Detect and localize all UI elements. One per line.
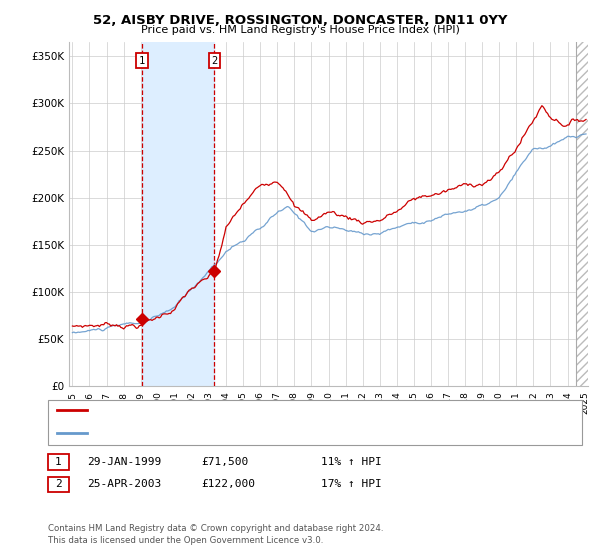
Bar <box>576 42 593 386</box>
Text: 52, AISBY DRIVE, ROSSINGTON, DONCASTER, DN11 0YY: 52, AISBY DRIVE, ROSSINGTON, DONCASTER, … <box>93 14 507 27</box>
Text: £71,500: £71,500 <box>201 457 248 467</box>
Text: 29-JAN-1999: 29-JAN-1999 <box>87 457 161 467</box>
Text: 1: 1 <box>55 457 62 467</box>
Text: 11% ↑ HPI: 11% ↑ HPI <box>321 457 382 467</box>
Text: 17% ↑ HPI: 17% ↑ HPI <box>321 479 382 489</box>
Text: 25-APR-2003: 25-APR-2003 <box>87 479 161 489</box>
Text: £122,000: £122,000 <box>201 479 255 489</box>
Text: 2: 2 <box>211 56 217 66</box>
Text: Contains HM Land Registry data © Crown copyright and database right 2024.: Contains HM Land Registry data © Crown c… <box>48 524 383 533</box>
Text: This data is licensed under the Open Government Licence v3.0.: This data is licensed under the Open Gov… <box>48 536 323 545</box>
Text: HPI: Average price, detached house, Doncaster: HPI: Average price, detached house, Donc… <box>93 428 340 438</box>
Text: 1: 1 <box>139 56 145 66</box>
Text: 2: 2 <box>55 479 62 489</box>
Bar <box>576 42 593 386</box>
Text: Price paid vs. HM Land Registry's House Price Index (HPI): Price paid vs. HM Land Registry's House … <box>140 25 460 35</box>
Text: 52, AISBY DRIVE, ROSSINGTON, DONCASTER, DN11 0YY (detached house): 52, AISBY DRIVE, ROSSINGTON, DONCASTER, … <box>93 405 478 416</box>
Bar <box>142 42 214 386</box>
